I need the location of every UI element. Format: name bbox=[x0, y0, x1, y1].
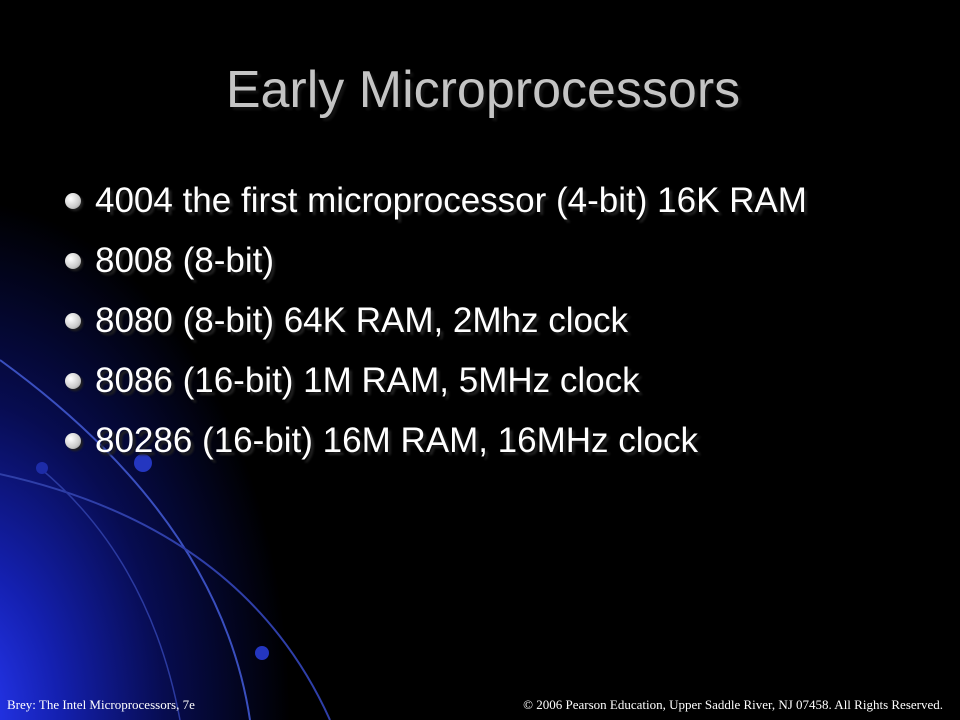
arc bbox=[0, 473, 331, 720]
bullet-item: 8086 (16-bit) 1M RAM, 5MHz clock bbox=[60, 358, 860, 403]
bullet-text: 80286 (16-bit) 16M RAM, 16MHz clock bbox=[95, 421, 698, 460]
bullet-list: 4004 the first microprocessor (4-bit) 16… bbox=[60, 178, 860, 478]
arc bbox=[39, 467, 181, 720]
dot bbox=[36, 462, 48, 474]
dot bbox=[255, 646, 269, 660]
bullet-text: 8086 (16-bit) 1M RAM, 5MHz clock bbox=[95, 361, 640, 400]
bullet-dot bbox=[65, 193, 81, 209]
bullet-dot bbox=[65, 313, 81, 329]
bullet-dot bbox=[65, 253, 81, 269]
bullet-item: 80286 (16-bit) 16M RAM, 16MHz clock bbox=[60, 418, 860, 463]
arc bbox=[0, 359, 251, 720]
bullet-item: 8080 (8-bit) 64K RAM, 2Mhz clock bbox=[60, 298, 860, 343]
bullet-item: 8008 (8-bit) bbox=[60, 238, 860, 283]
slide-title: Early Microprocessors bbox=[225, 61, 741, 119]
footer-right: © 2006 Pearson Education, Upper Saddle R… bbox=[523, 697, 943, 712]
bullet-dot bbox=[65, 433, 81, 449]
bullet-text: 8008 (8-bit) bbox=[95, 241, 274, 280]
bullet-text: 8080 (8-bit) 64K RAM, 2Mhz clock bbox=[95, 301, 628, 340]
footer-left: Brey: The Intel Microprocessors, 7e bbox=[7, 697, 195, 712]
dot bbox=[134, 454, 152, 472]
bullet-item: 4004 the first microprocessor (4-bit) 16… bbox=[60, 178, 860, 223]
bullet-dot bbox=[65, 373, 81, 389]
bullet-text: 4004 the first microprocessor (4-bit) 16… bbox=[95, 181, 807, 220]
